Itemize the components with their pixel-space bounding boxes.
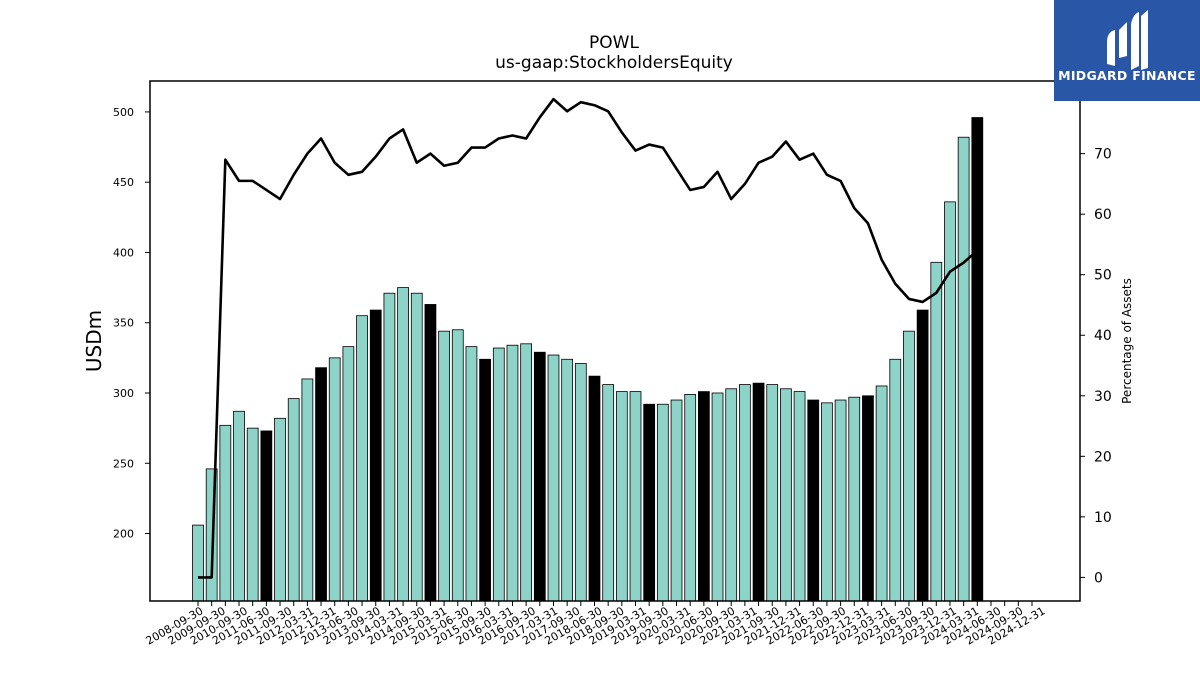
bar-2022-12-31: [930, 261, 943, 602]
bar-2013-06-30: [410, 292, 423, 602]
bar-2018-09-30: [698, 391, 710, 602]
y-tick-label: 250: [113, 457, 134, 470]
bar-2017-09-30: [643, 403, 656, 602]
line-layer: [198, 97, 979, 579]
y-axis-right: 0 10 20 30 40 50 60 70: [1080, 147, 1112, 586]
y2-tick-label: 30: [1094, 389, 1112, 405]
y-axis-label: USDm: [82, 310, 106, 372]
y-tick-label: 300: [113, 387, 134, 400]
bar-2015-09-30: [533, 351, 546, 602]
bar-2022-09-30: [916, 309, 929, 602]
bar-2021-12-31: [875, 385, 888, 602]
plot-frame: [149, 80, 1081, 602]
chart-title: POWL: [589, 33, 639, 53]
bar-2010-12-31: [274, 417, 286, 602]
bar-2010-06-30: [246, 427, 259, 602]
y-axis-left: 200 250 300 350 400 450 500: [113, 106, 150, 541]
bar-2018-06-30: [684, 394, 697, 602]
bar-2014-06-30: [465, 346, 478, 602]
bar-2023-09-30: [971, 117, 984, 602]
bar-2019-12-31: [766, 384, 779, 602]
y2-axis-label: Percentage of Assets: [1120, 278, 1134, 404]
bar-2019-03-31: [725, 388, 738, 602]
bar-2020-09-30: [807, 399, 820, 602]
bar-2021-03-31: [834, 399, 847, 602]
bar-2014-12-31: [492, 347, 505, 602]
brand-badge: MIDGARD FINANCE: [1054, 0, 1200, 101]
bar-2018-12-31: [711, 392, 724, 602]
x-axis: 2008-09-302009-09-302010-09-302011-06-30…: [144, 601, 1048, 648]
bar-2012-06-30: [356, 315, 368, 602]
bar-2015-03-31: [506, 344, 519, 602]
bar-2010-09-30: [260, 430, 273, 602]
bar-2008-09-30: [192, 524, 204, 602]
bar-2022-06-30: [903, 330, 915, 602]
bar-2023-06-30: [957, 136, 970, 602]
series-line-percentage-of-assets: [198, 97, 979, 579]
bar-2020-12-31: [821, 402, 833, 602]
bar-2012-12-31: [383, 292, 396, 602]
chart-subtitle: us-gaap:StockholdersEquity: [495, 53, 733, 73]
bar-2023-03-31: [944, 201, 956, 602]
bar-2011-09-30: [315, 367, 327, 602]
bar-2021-09-30: [862, 395, 874, 602]
bar-2020-03-31: [780, 388, 792, 602]
bar-2014-09-30: [479, 358, 491, 602]
y2-tick-label: 50: [1094, 268, 1112, 284]
bar-2022-03-31: [889, 358, 902, 602]
bar-2009-12-31: [219, 424, 232, 602]
bar-2012-03-31: [342, 346, 355, 602]
bar-2011-12-31: [328, 357, 341, 602]
bar-2015-12-31: [547, 354, 560, 602]
bar-2017-06-30: [629, 391, 642, 602]
bar-2011-06-30: [301, 378, 314, 602]
y2-tick-label: 0: [1094, 570, 1103, 586]
bar-2016-06-30: [574, 363, 587, 602]
bar-2012-09-30: [369, 309, 382, 602]
midgard-logo-icon: [1107, 10, 1148, 70]
bar-2014-03-31: [451, 329, 464, 602]
y-tick-label: 200: [113, 528, 134, 541]
bar-2016-12-31: [602, 384, 615, 602]
bar-2011-03-31: [287, 398, 300, 602]
bar-2013-09-30: [424, 304, 437, 602]
y2-tick-label: 20: [1094, 449, 1112, 465]
bar-2013-12-31: [438, 330, 450, 602]
y-tick-label: 450: [113, 176, 134, 189]
bar-2013-03-31: [397, 287, 409, 602]
bar-2019-09-30: [752, 382, 765, 602]
bars-layer: [192, 117, 984, 602]
bar-2016-09-30: [588, 375, 601, 602]
bar-2017-03-31: [615, 391, 628, 602]
y-tick-label: 500: [113, 106, 134, 119]
bar-2018-03-31: [670, 399, 683, 602]
bar-2017-12-31: [656, 403, 669, 602]
bar-2021-06-30: [848, 396, 861, 602]
y2-tick-label: 60: [1094, 207, 1112, 223]
y-tick-label: 350: [113, 317, 134, 330]
bar-2010-03-31: [233, 410, 245, 602]
y2-tick-label: 40: [1094, 328, 1112, 344]
bar-2020-06-30: [793, 391, 806, 602]
y2-tick-label: 10: [1094, 510, 1112, 526]
bar-2019-06-30: [739, 384, 751, 602]
brand-name: MIDGARD FINANCE: [1058, 68, 1196, 83]
bar-2016-03-31: [561, 358, 574, 602]
bar-2015-06-30: [520, 343, 532, 602]
y2-tick-label: 70: [1094, 147, 1112, 163]
y-tick-label: 400: [113, 246, 134, 259]
